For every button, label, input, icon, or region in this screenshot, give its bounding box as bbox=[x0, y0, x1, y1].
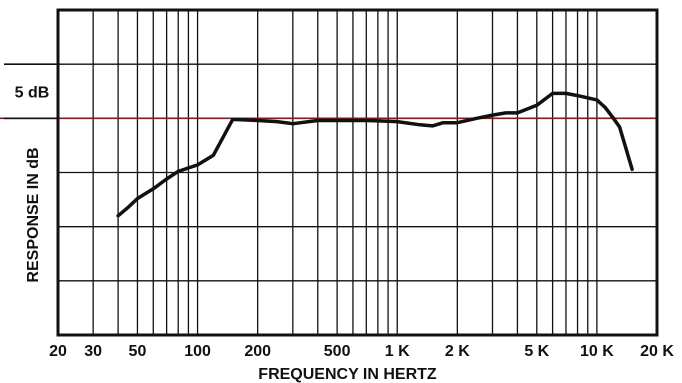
x-tick-label: 5 K bbox=[524, 343, 549, 360]
x-tick-label: 20 bbox=[49, 343, 67, 360]
x-tick-label: 10 K bbox=[580, 343, 614, 360]
scale-bar bbox=[4, 63, 58, 120]
plot-frame bbox=[56, 8, 659, 337]
horizontal-gridlines bbox=[58, 9, 657, 336]
x-tick-label: 100 bbox=[184, 343, 211, 360]
x-axis-title: FREQUENCY IN HERTZ bbox=[258, 366, 437, 383]
x-tick-label: 1 K bbox=[385, 343, 410, 360]
x-tick-labels: 20 30 50 100 200 500 1 K 2 K 5 K 10 K 20 K bbox=[49, 343, 674, 360]
y-axis-title: RESPONSE IN dB bbox=[25, 147, 42, 282]
scale-bar-label: 5 dB bbox=[15, 84, 50, 101]
response-curve bbox=[116, 91, 634, 218]
x-tick-label: 2 K bbox=[445, 343, 470, 360]
x-tick-label: 30 bbox=[84, 343, 102, 360]
x-tick-label: 50 bbox=[129, 343, 147, 360]
x-tick-label: 20 K bbox=[640, 343, 674, 360]
x-tick-label: 500 bbox=[324, 343, 351, 360]
x-tick-label: 200 bbox=[244, 343, 271, 360]
